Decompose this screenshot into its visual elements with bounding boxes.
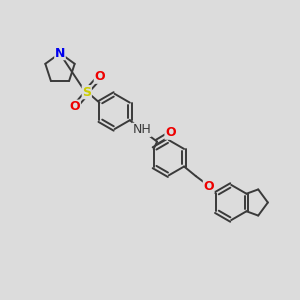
Text: O: O <box>94 70 105 83</box>
Text: N: N <box>55 46 65 60</box>
Text: O: O <box>203 180 214 193</box>
Text: S: S <box>82 85 91 99</box>
Text: NH: NH <box>132 123 151 136</box>
Text: O: O <box>70 100 80 113</box>
Text: O: O <box>165 126 176 139</box>
